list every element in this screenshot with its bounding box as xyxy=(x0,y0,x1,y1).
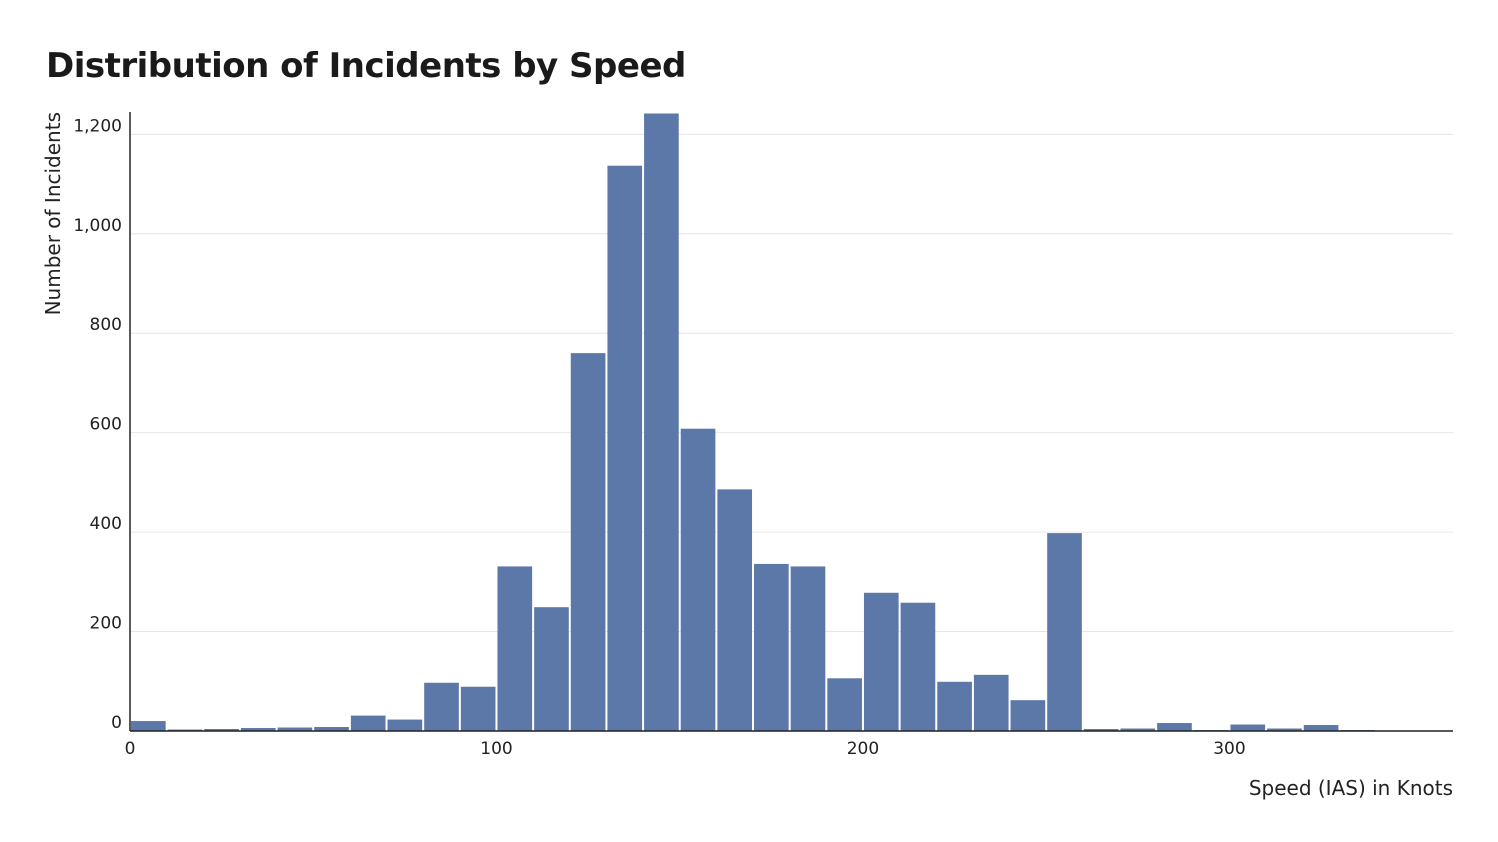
axes xyxy=(129,112,1453,732)
x-axis-title: Speed (IAS) in Knots xyxy=(1249,776,1453,800)
histogram-bar xyxy=(350,715,386,731)
histogram-bar xyxy=(534,607,569,731)
y-tick-label: 1,200 xyxy=(73,116,122,136)
y-tick-label: 800 xyxy=(90,315,122,335)
histogram-bar xyxy=(497,566,533,731)
histogram-bar xyxy=(424,682,459,731)
histogram-bar xyxy=(1047,533,1082,731)
histogram-bar xyxy=(204,729,239,731)
y-tick-label: 400 xyxy=(90,514,122,534)
histogram-bar xyxy=(1157,723,1192,731)
histogram-bar xyxy=(1010,700,1046,731)
histogram-bar xyxy=(1120,728,1156,731)
y-axis-title: Number of Incidents xyxy=(41,112,65,315)
histogram-bar xyxy=(754,563,789,731)
y-tick-label: 200 xyxy=(90,614,122,634)
histogram-bar xyxy=(973,674,1009,731)
histogram-bar xyxy=(1303,725,1339,731)
histogram-bar xyxy=(937,681,972,731)
histogram-bar xyxy=(1083,729,1119,731)
histogram-bar xyxy=(900,602,936,731)
histogram-bar xyxy=(1267,728,1302,731)
histogram-bar xyxy=(717,489,753,731)
x-tick-label: 100 xyxy=(480,739,512,759)
histogram-bar xyxy=(827,678,862,731)
histogram-bar xyxy=(131,721,166,731)
histogram-bar xyxy=(387,719,423,731)
histogram-bar xyxy=(644,113,679,731)
y-tick-label: 1,000 xyxy=(73,216,122,236)
histogram-bar xyxy=(1230,724,1266,731)
bars xyxy=(131,113,1449,731)
histogram-bar xyxy=(607,165,643,731)
histogram-bar xyxy=(680,428,716,731)
histogram-bar xyxy=(277,727,313,731)
histogram-bar xyxy=(314,727,349,731)
histogram-bar xyxy=(240,728,276,731)
histogram-bar xyxy=(863,592,899,731)
tick-labels: 0 200 400 600 800 1,000 1,200 0 100 200 300 xyxy=(73,116,1245,759)
x-tick-label: 200 xyxy=(847,739,879,759)
gridlines xyxy=(130,133,1453,633)
x-tick-label: 300 xyxy=(1213,739,1245,759)
histogram-bar xyxy=(790,566,826,731)
y-tick-label: 0 xyxy=(111,713,122,733)
chart-title: Distribution of Incidents by Speed xyxy=(46,46,686,86)
histogram-bar xyxy=(570,353,606,731)
y-tick-label: 600 xyxy=(90,415,122,435)
histogram-bar xyxy=(460,686,496,731)
x-tick-label: 0 xyxy=(125,739,136,759)
